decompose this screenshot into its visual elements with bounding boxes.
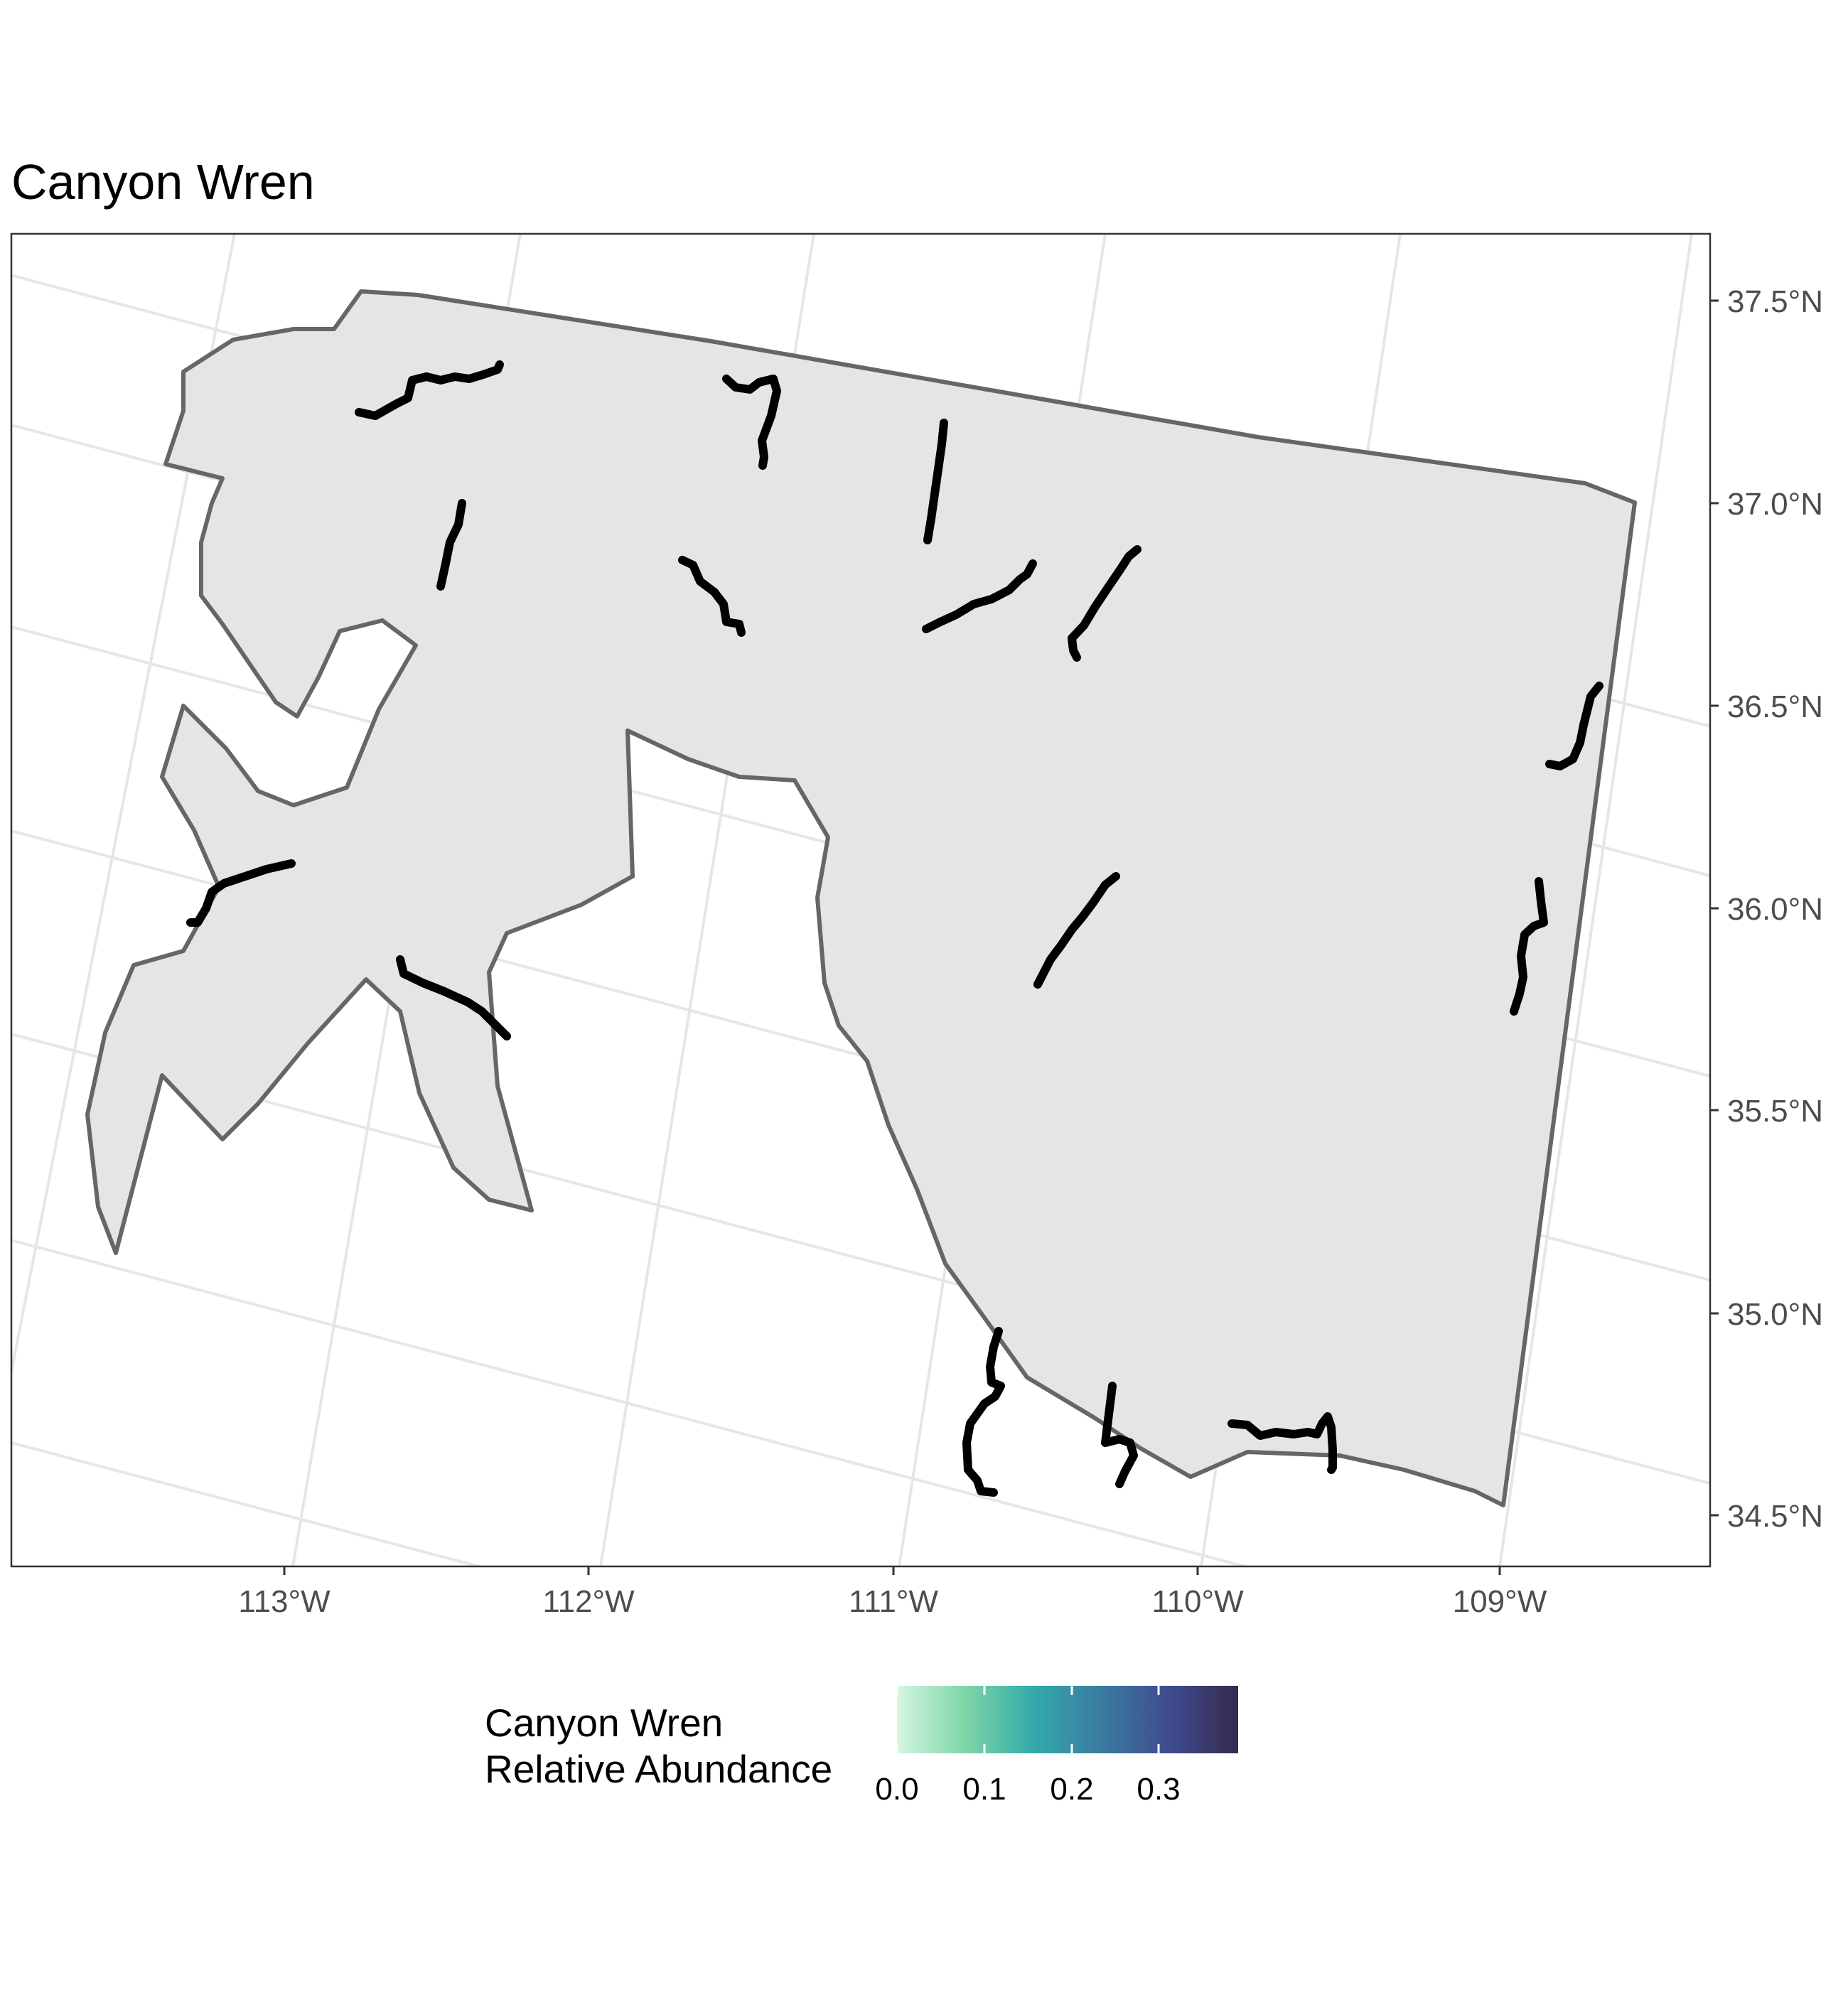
panel-border	[10, 232, 1712, 1568]
study-region	[85, 289, 1637, 1507]
legend-tick-label: 0.0	[875, 1772, 918, 1807]
x-tick-label: 109°W	[1453, 1584, 1547, 1619]
survey-route	[722, 375, 781, 470]
survey-route	[1068, 545, 1141, 662]
y-tick-label: 35.0°N	[1727, 1297, 1823, 1332]
gridline-longitude	[1498, 234, 1693, 1566]
survey-route	[186, 859, 296, 927]
survey-routes	[186, 360, 1603, 1497]
y-tick-label: 35.5°N	[1727, 1094, 1823, 1129]
survey-route	[1101, 1382, 1138, 1488]
legend-colorbar	[897, 1686, 1238, 1753]
map-title: Canyon Wren	[11, 154, 315, 210]
survey-route	[1545, 682, 1603, 770]
legend-title-line1: Canyon Wren	[485, 1701, 723, 1745]
legend: Canyon Wren Relative Abundance 0.0 0.1 0…	[485, 1686, 1238, 1807]
survey-route	[1227, 1412, 1337, 1474]
legend-tick-label: 0.2	[1050, 1772, 1093, 1807]
survey-route	[678, 556, 746, 637]
survey-route	[962, 1327, 1005, 1497]
survey-route	[1033, 872, 1120, 989]
survey-route	[396, 955, 511, 1040]
gridline-latitude	[11, 1239, 1250, 1566]
longitude-axis: 113°W 112°W 111°W 110°W 109°W	[238, 1566, 1547, 1619]
x-tick-label: 113°W	[238, 1584, 331, 1619]
legend-title-line2: Relative Abundance	[485, 1747, 832, 1791]
survey-route	[923, 419, 948, 544]
survey-route	[436, 499, 466, 591]
gridline-latitude	[11, 1441, 485, 1566]
y-tick-label: 36.5°N	[1727, 689, 1823, 724]
y-tick-label: 36.0°N	[1727, 892, 1823, 927]
latitude-axis: 37.5°N 37.0°N 36.5°N 36.0°N 35.5°N 35.0°…	[1710, 284, 1823, 1534]
y-tick-label: 34.5°N	[1727, 1499, 1823, 1534]
legend-tick-label: 0.3	[1137, 1772, 1180, 1807]
y-tick-label: 37.0°N	[1727, 487, 1823, 522]
y-tick-label: 37.5°N	[1727, 284, 1823, 319]
survey-route	[1510, 877, 1548, 1016]
survey-route	[355, 360, 504, 420]
x-tick-label: 110°W	[1151, 1584, 1244, 1619]
x-tick-label: 112°W	[542, 1584, 635, 1619]
legend-tick-label: 0.1	[962, 1772, 1006, 1807]
x-tick-label: 111°W	[849, 1584, 938, 1619]
survey-route	[922, 559, 1037, 633]
